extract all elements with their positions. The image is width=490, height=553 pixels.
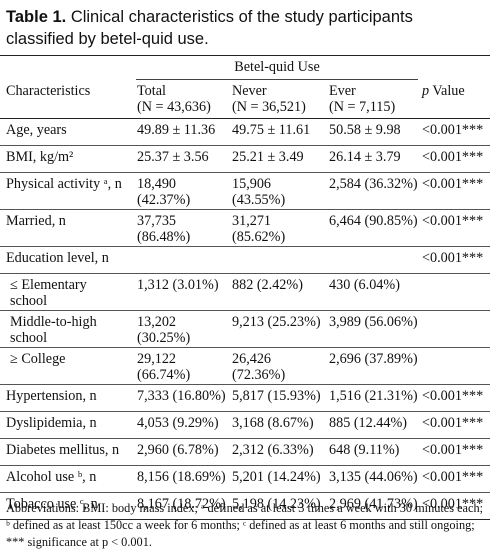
table-cell: 49.89 ± 11.36 [137,122,216,138]
table-cell: 5,817 (15.93%) [232,388,321,404]
row-label: Education level, n [6,250,109,266]
table-cell: 1,516 (21.31%) [329,388,418,404]
table-cell: 49.75 ± 11.61 [232,122,311,138]
table-cell: 430 (6.04%) [329,277,400,293]
row-label: Age, years [6,122,67,138]
table-title: Clinical characteristics of the study pa… [6,8,413,48]
table-cell: 2,960 (6.78%) [137,442,219,458]
table-cell: 8,156 (18.69%) [137,469,226,485]
row-label: Middle-to-high school [10,314,97,346]
group-header: Betel-quid Use [234,59,320,75]
table-cell: 2,969 (41.73%) [329,496,418,512]
table-cell: 3,135 (44.06%) [329,469,418,485]
row-label: Physical activity ᵃ, n [6,176,122,192]
table-row: Diabetes mellitus, n 2,960 (6.78%) 2,312 (… [0,439,490,466]
table-cell: 1,312 (3.01%) [137,277,219,293]
table-cell: 2,584 (36.32%) [329,176,418,192]
group-header-row: Betel-quid Use [0,55,490,80]
table-cell: <0.001*** [422,388,484,404]
table-cell: 885 (12.44%) [329,415,408,431]
table-footnote: Abbreviations: BMI: body mass index; ᵃ d… [6,501,484,549]
table-cell: 3,989 (56.06%) [329,314,418,330]
table-row: Dyslipidemia, n 4,053 (9.29%) 3,168 (8.67%… [0,412,490,439]
table-cell: <0.001*** [422,176,484,192]
column-header: p Value [422,83,465,99]
column-header-row: Characteristics Total (N = 43,636) Never (N … [0,80,490,119]
column-header: Never (N = 36,521) [232,83,306,115]
row-label: Hypertension, n [6,388,97,404]
table-body: Characteristics Total (N = 43,636) Never (N … [0,80,490,520]
table-cell: 2,696 (37.89%) [329,351,418,367]
table-cell: <0.001*** [422,122,484,138]
table-row: ≤ Elementary school 1,312 (3.01%) 882 (2.42… [0,274,490,311]
table-row: Physical activity ᵃ, n 18,490 (42.37%) 15,9… [0,173,490,210]
row-label: Tobacco use ᶜ, n [6,496,98,512]
group-header-rule [136,79,418,80]
table-cell: 9,213 (25.23%) [232,314,321,330]
table-cell: 37,735 (86.48%) [137,213,191,245]
table-cell: 7,333 (16.80%) [137,388,226,404]
table-cell: 882 (2.42%) [232,277,303,293]
table-cell: <0.001*** [422,213,484,229]
table-cell: 26,426 (72.36%) [232,351,286,383]
row-label: Alcohol use ᵇ, n [6,469,97,485]
table-cell: 6,464 (90.85%) [329,213,418,229]
row-label: ≥ College [10,351,66,367]
table-cell: 13,202 (30.25%) [137,314,191,346]
table-cell: <0.001*** [422,250,484,266]
row-label: Diabetes mellitus, n [6,442,120,458]
table-cell: <0.001*** [422,149,484,165]
row-label: ≤ Elementary school [10,277,87,309]
column-header: Ever (N = 7,115) [329,83,396,115]
table-row: Hypertension, n 7,333 (16.80%) 5,817 (15.9… [0,385,490,412]
column-header: Total (N = 43,636) [137,83,211,115]
table-cell: 648 (9.11%) [329,442,400,458]
table-row: BMI, kg/m² 25.37 ± 3.56 25.21 ± 3.49 26.14 … [0,146,490,173]
table-cell: 25.37 ± 3.56 [137,149,209,165]
table-row: Alcohol use ᵇ, n 8,156 (18.69%) 5,201 (14.… [0,466,490,493]
table-row: Married, n 37,735 (86.48%) 31,271 (85.62%) 6,… [0,210,490,247]
clinical-table: Betel-quid Use Characteristics Total (N = … [0,55,490,520]
table-row: Age, years 49.89 ± 11.36 49.75 ± 11.61 50.5… [0,119,490,146]
table-cell: <0.001*** [422,415,484,431]
table-cell: 4,053 (9.29%) [137,415,219,431]
table-cell: 25.21 ± 3.49 [232,149,304,165]
table-cell: 26.14 ± 3.79 [329,149,401,165]
row-label: BMI, kg/m² [6,149,74,165]
table-row: ≥ College 29,122 (66.74%) 26,426 (72.36%) 2,6… [0,348,490,385]
table-row: Tobacco use ᶜ, n 8,167 (18.72%) 5,198 (14.… [0,493,490,520]
table-cell: 31,271 (85.62%) [232,213,286,245]
table-row: Middle-to-high school 13,202 (30.25%) 9,213 … [0,311,490,348]
column-header: Characteristics [6,83,91,99]
table-caption: Table 1. Clinical characteristics of the… [6,6,484,50]
row-label: Married, n [6,213,66,229]
table-cell: 18,490 (42.37%) [137,176,191,208]
table-cell: <0.001*** [422,469,484,485]
table-cell: <0.001*** [422,442,484,458]
row-label: Dyslipidemia, n [6,415,97,431]
table-cell: 3,168 (8.67%) [232,415,314,431]
table-row: Education level, n <0.001*** [0,247,490,274]
table-cell: 2,312 (6.33%) [232,442,314,458]
table-cell: 8,167 (18.72%) [137,496,226,512]
table-label: Table 1. [6,8,67,26]
table-cell: 5,198 (14.23%) [232,496,321,512]
table-cell: 50.58 ± 9.98 [329,122,401,138]
table-cell: 5,201 (14.24%) [232,469,321,485]
table-cell: 29,122 (66.74%) [137,351,191,383]
table-cell: <0.001*** [422,496,484,512]
table-cell: 15,906 (43.55%) [232,176,286,208]
